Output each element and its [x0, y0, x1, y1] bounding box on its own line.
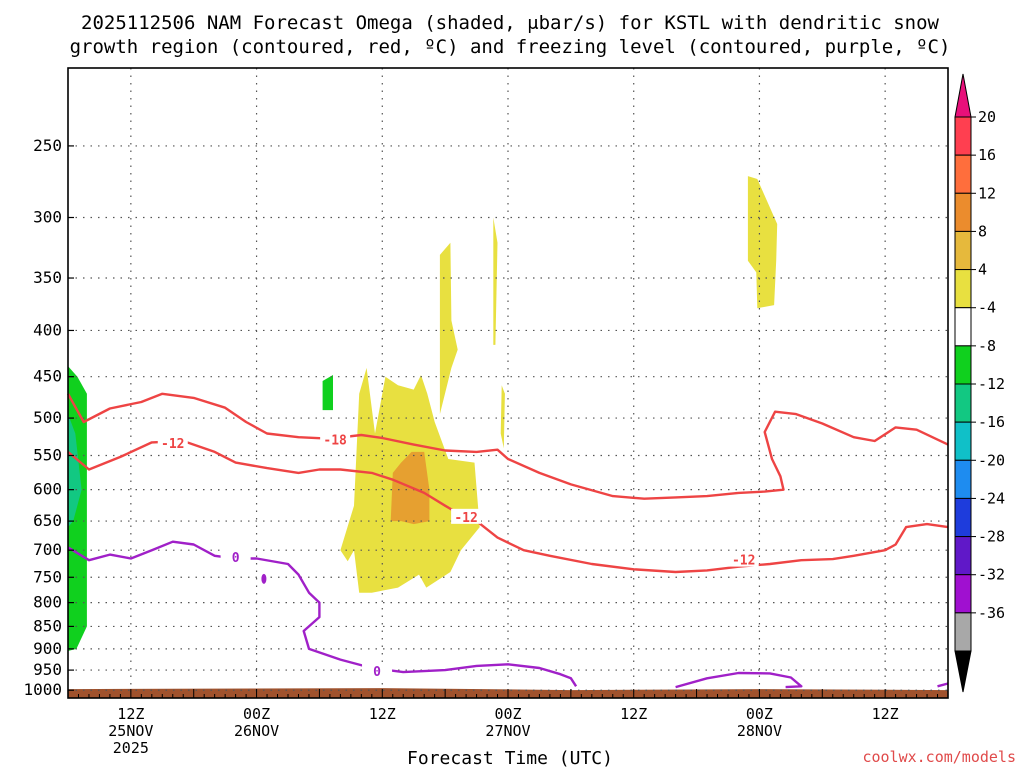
red-contour-lower-label: -12	[732, 554, 755, 569]
colorbar-label: -20	[978, 451, 1005, 469]
red-contour-lower-label-bg	[157, 435, 188, 451]
x-axis-label: Forecast Time (UTC)	[407, 748, 613, 768]
y-tick-label-500: 500	[33, 408, 62, 427]
colorbar-bin	[954, 459, 972, 499]
title-line-1: 2025112506 NAM Forecast Omega (shaded, μ…	[81, 12, 939, 34]
y-tick-label-550: 550	[33, 445, 62, 464]
purple-freezing-level-label: 0	[373, 665, 381, 680]
colorbar-bin	[954, 345, 972, 385]
yellow-thin-1	[493, 217, 498, 345]
colorbar-label: -16	[978, 413, 1005, 431]
x-tick-label: 12Z	[620, 705, 647, 723]
red-contour-lower-label-bg	[728, 551, 759, 567]
y-tick-label-600: 600	[33, 480, 62, 499]
y-tick-label-750: 750	[33, 567, 62, 586]
y-tick-label-350: 350	[33, 268, 62, 287]
y-tick-label-450: 450	[33, 367, 62, 386]
title-line-2: growth region (contoured, red, ºC) and f…	[70, 36, 951, 58]
purple-freezing-level-label-bg	[362, 662, 393, 678]
colorbar-label: 4	[978, 261, 987, 279]
colorbar-bin	[954, 116, 972, 156]
colorbar-label: -8	[978, 337, 996, 355]
colorbar-label: 12	[978, 184, 996, 202]
yellow-thin-2	[500, 385, 505, 449]
colorbar-bin	[954, 536, 972, 576]
y-axis-ticks: 250 300 350 400 450 500 550 600 650 700 750 800 850 9…	[23, 136, 949, 699]
y-tick-label-400: 400	[33, 320, 62, 339]
upward-teal-core	[68, 414, 82, 528]
y-tick-label-900: 900	[33, 639, 62, 658]
colorbar-label: -32	[978, 566, 1005, 584]
colorbar-label: 8	[978, 222, 987, 240]
colorbar-label: -24	[978, 489, 1005, 507]
colorbar-bin	[954, 230, 972, 271]
purple-freezing-level-label-bg	[220, 548, 251, 564]
colorbar-bin	[954, 269, 972, 309]
x-tick-label: 12Z	[117, 705, 144, 723]
colorbar-label: 16	[978, 146, 996, 164]
colorbar-bottom-arrow	[954, 650, 972, 693]
colorbar-bin	[954, 383, 972, 423]
purple-freezing-level-label: 0	[232, 551, 240, 566]
x-tick-label: 00Z	[494, 705, 521, 723]
x-tick-label: 00Z	[746, 705, 773, 723]
colorbar-bin	[954, 574, 972, 614]
plot-area	[68, 176, 948, 698]
x-tick-label: 27NOV	[485, 722, 530, 740]
colorbar-bin	[954, 192, 972, 232]
y-tick-label-250: 250	[33, 136, 62, 155]
purple-dot	[261, 573, 267, 584]
y-tick-label-650: 650	[33, 511, 62, 530]
colorbar-top-arrow	[954, 73, 972, 118]
colorbar-label: -12	[978, 375, 1005, 393]
x-tick-label: 28NOV	[737, 722, 782, 740]
red-contour-lower-label: -12	[161, 437, 184, 452]
colorbar-bin	[954, 154, 972, 194]
gridlines	[68, 68, 948, 698]
red-contour-lower-label: -12	[454, 511, 477, 526]
colorbar-label: -28	[978, 528, 1005, 546]
red-contour-lower	[67, 439, 949, 574]
purple-freezing-level-right	[675, 671, 803, 689]
colorbar-bin	[954, 497, 972, 538]
contours: -18 -12 -12 -12 0 0	[66, 392, 949, 689]
y-tick-label-800: 800	[33, 593, 62, 612]
colorbar: 20 16 12 8 4 -4 -8 -12 -16 -20 -24 -28 -32 -36	[954, 73, 1005, 693]
colorbar-label: -36	[978, 604, 1005, 622]
y-tick-label-300: 300	[33, 208, 62, 227]
red-contour-upper	[66, 392, 949, 500]
yellow-upper-strip	[439, 242, 458, 415]
x-tick-label: 26NOV	[234, 722, 279, 740]
x-tick-label: 2025	[113, 739, 149, 757]
credit-text: coolwx.com/models	[862, 748, 1016, 766]
y-tick-label-700: 700	[33, 540, 62, 559]
red-contour-upper-label-bg	[320, 431, 351, 447]
purple-freezing-level-edge	[937, 682, 949, 688]
x-tick-label: 12Z	[872, 705, 899, 723]
x-tick-label: 00Z	[243, 705, 270, 723]
colorbar-label: -4	[978, 299, 996, 317]
y-tick-label-1000: 1000	[23, 680, 62, 699]
y-tick-label-950: 950	[33, 660, 62, 679]
y-tick-label-850: 850	[33, 616, 62, 635]
colorbar-bin	[954, 421, 972, 461]
x-tick-label: 25NOV	[108, 722, 153, 740]
small-green-blob	[322, 375, 333, 411]
colorbar-label: 20	[978, 108, 996, 126]
red-contour-lower-label-bg	[451, 508, 482, 524]
colorbar-bin	[954, 307, 972, 347]
red-contour-upper-label: -18	[323, 433, 347, 448]
yellow-upper-right	[747, 176, 778, 309]
x-tick-label: 12Z	[369, 705, 396, 723]
purple-freezing-level	[67, 540, 578, 687]
colorbar-bin	[954, 612, 972, 652]
